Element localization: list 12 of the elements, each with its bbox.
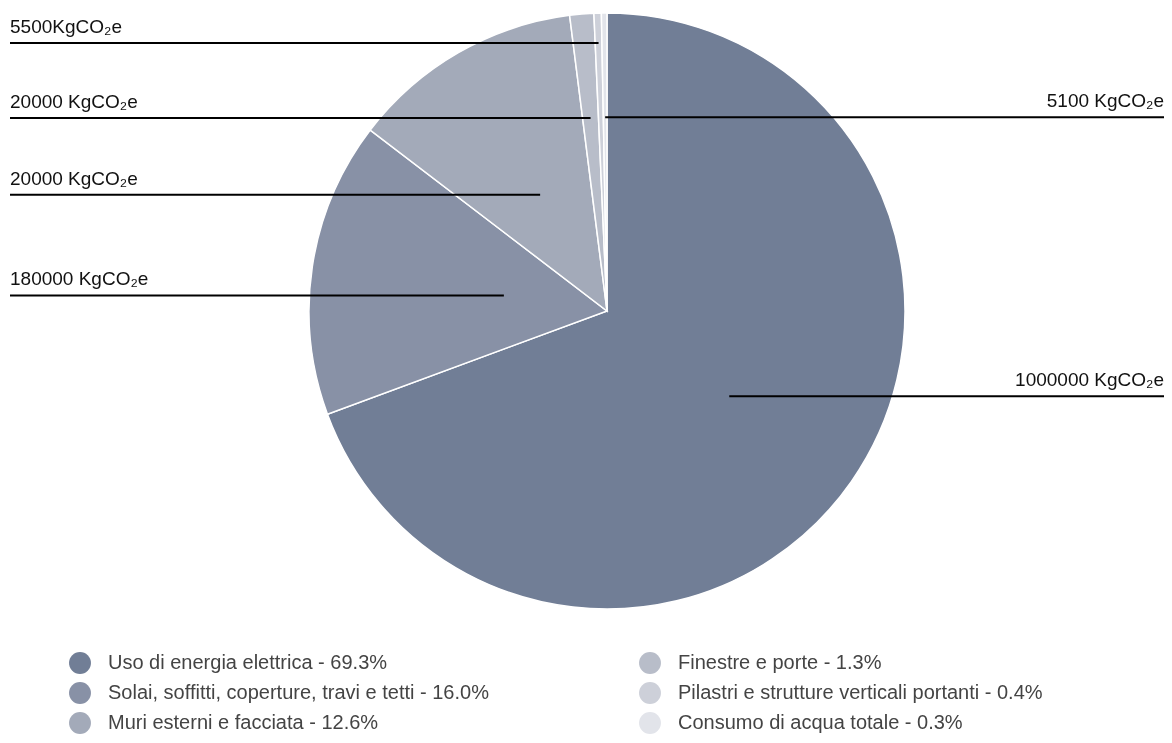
- text: 20000 KgCO₂e: [10, 167, 138, 189]
- legend-label: Finestre e porte - 1.3%: [678, 651, 882, 673]
- text: 1000000 KgCO₂e: [1015, 369, 1164, 391]
- legend-label: Muri esterni e facciata - 12.6%: [108, 711, 379, 733]
- text: 5500KgCO₂e: [10, 15, 122, 37]
- text: 180000 KgCO₂e: [10, 268, 149, 290]
- text: 5100 KgCO₂e: [1046, 90, 1164, 112]
- legend-label: Pilastri e strutture verticali portanti - 0.4%: [678, 681, 1043, 703]
- legend-label: Consumo di acqua totale - 0.3%: [678, 711, 963, 733]
- legend-label: Uso di energia elettrica - 69.3%: [108, 651, 388, 673]
- text: 20000 KgCO₂e: [10, 91, 138, 112]
- legend-label: Solai, soffitti, coperture, travi e tetti - 16.0%: [108, 681, 490, 703]
